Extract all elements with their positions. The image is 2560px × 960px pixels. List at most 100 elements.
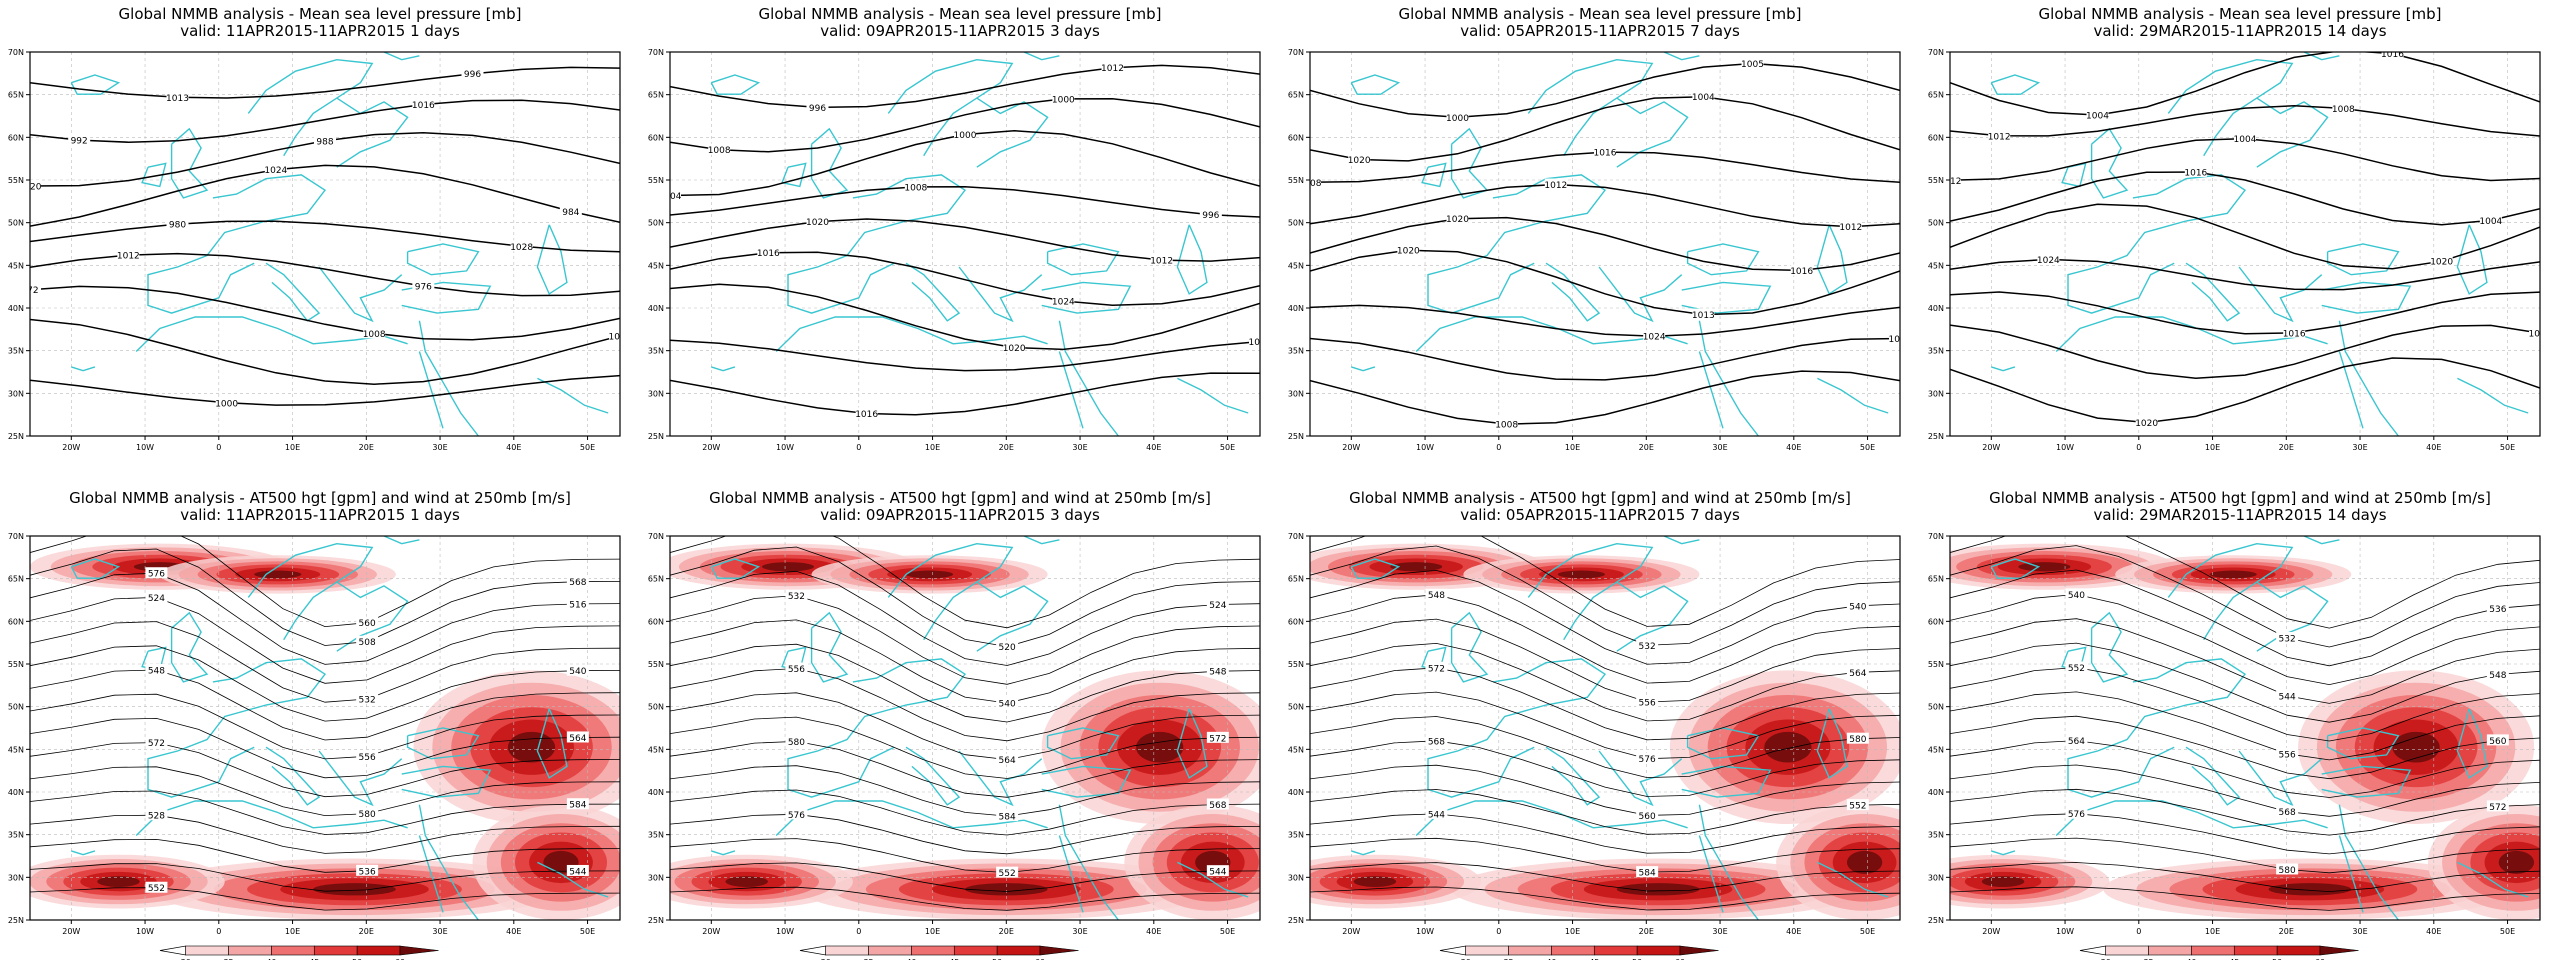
lat-tick-label: 70N xyxy=(8,48,24,57)
map-panel-3: 1000 1004 1008 1012 1016 1020 1024 1012 1008 1005… xyxy=(1288,48,1901,452)
coastline xyxy=(318,266,403,323)
contour-line xyxy=(670,98,1260,153)
coastline xyxy=(1598,266,1683,323)
lat-tick-label: 40N xyxy=(1928,788,1944,797)
lat-tick-label: 70N xyxy=(648,532,664,541)
colorbar-segment xyxy=(2233,945,2278,956)
coastline xyxy=(1450,611,1489,683)
coastline xyxy=(1351,850,1376,856)
wind-speed-shade xyxy=(965,883,1048,896)
contour-line xyxy=(670,619,1260,704)
wind-speed-shade xyxy=(1136,731,1184,763)
contour-label: 580 xyxy=(1849,735,1866,745)
lat-tick-label: 30N xyxy=(1928,389,1944,398)
lon-tick-label: 0 xyxy=(2136,927,2141,936)
contour-label: 1016 xyxy=(855,410,878,420)
lon-tick-label: 50E xyxy=(580,443,595,452)
contour-label: 976 xyxy=(415,283,432,293)
contour-label-bg xyxy=(1206,798,1229,810)
contour-label-bg xyxy=(1988,129,2011,141)
contour-line xyxy=(30,548,620,646)
contour-label: 984 xyxy=(562,208,579,218)
contour-line xyxy=(1310,370,1900,425)
colorbar-segment xyxy=(2105,945,2149,956)
lon-tick-label: 0 xyxy=(1496,443,1501,452)
lat-tick-label: 60N xyxy=(648,617,664,626)
coastline xyxy=(1058,351,1084,429)
contour-label-bg xyxy=(2479,214,2502,226)
contour-label-bg xyxy=(145,591,168,603)
colorbar-tick-label: 40 xyxy=(2186,958,2196,960)
contour-line xyxy=(670,668,1260,742)
coastline xyxy=(887,58,1014,157)
contour-line xyxy=(670,813,1260,855)
coastline xyxy=(1990,558,2041,579)
panel-title-8: Global NMMB analysis - AT500 hgt [gpm] a… xyxy=(1920,490,2560,524)
map-content: 5285325365405445485525565605645685725765… xyxy=(1950,536,2540,920)
lat-tick-label: 50N xyxy=(648,219,664,228)
contour-label-bg xyxy=(356,864,379,876)
colorbar-max-triangle xyxy=(2319,945,2359,956)
lat-tick-label: 45N xyxy=(1928,261,1944,270)
contour-line xyxy=(1310,813,1900,854)
lat-tick-label: 70N xyxy=(1288,532,1304,541)
coastline xyxy=(170,127,209,199)
contour-label: 564 xyxy=(569,734,586,744)
lon-tick-label: 20E xyxy=(359,443,374,452)
coastline xyxy=(2321,281,2412,314)
contour-line xyxy=(1950,171,2540,226)
lat-tick-label: 55N xyxy=(1288,660,1304,669)
wind-colorbar: 30 35 40 45 50 60 xyxy=(159,945,439,960)
contour-label-bg xyxy=(2065,807,2088,819)
lat-tick-label: 50N xyxy=(8,219,24,228)
contour-label: 1013 xyxy=(166,94,189,104)
panel-title-line: Global NMMB analysis - AT500 hgt [gpm] a… xyxy=(709,489,1211,507)
lat-tick-label: 30N xyxy=(648,389,664,398)
contour-label: 536 xyxy=(2489,605,2506,615)
colorbar-tick-label: 50 xyxy=(992,958,1002,960)
contour-label-bg xyxy=(1446,111,1469,123)
lat-tick-label: 65N xyxy=(1288,575,1304,584)
coastline xyxy=(1991,366,2016,372)
colorbar-segment xyxy=(996,945,1041,956)
lat-tick-label: 45N xyxy=(8,261,24,270)
lon-tick-label: 50E xyxy=(1860,927,1875,936)
contour-line xyxy=(30,164,620,227)
coastline xyxy=(1176,708,1208,779)
coastline xyxy=(536,708,568,779)
contour-label-bg xyxy=(1636,752,1659,764)
contour-label-bg xyxy=(1839,220,1862,232)
lon-tick-label: 20E xyxy=(1639,927,1654,936)
lon-tick-label: 20W xyxy=(702,443,720,452)
lat-tick-label: 45N xyxy=(648,261,664,270)
contour-line xyxy=(1310,862,1900,892)
panel-valid-line: valid: 05APR2015-11APR2015 7 days xyxy=(1460,22,1740,40)
coastline xyxy=(905,262,961,322)
coastline xyxy=(1041,765,1132,798)
lon-tick-label: 30E xyxy=(1712,927,1727,936)
wind-speed-shade xyxy=(313,883,396,896)
contour-label: 524 xyxy=(1209,601,1226,611)
map-panel-1: 1013 1016 1020 1024 1028 1012 1008 1004 1000 996 9… xyxy=(8,48,621,452)
map-frame xyxy=(1949,51,2541,437)
panel-title-line: Global NMMB analysis - Mean sea level pr… xyxy=(758,5,1162,23)
lon-tick-label: 50E xyxy=(1220,443,1235,452)
contour-label-bg xyxy=(566,798,589,810)
colorbar-segment xyxy=(2191,945,2235,956)
contour-label: 996 xyxy=(1202,211,1219,221)
coastline xyxy=(958,266,1043,323)
wind-speed-shade xyxy=(762,562,814,572)
coastline xyxy=(1023,536,1060,545)
coastline xyxy=(170,611,209,683)
contour-label: 568 xyxy=(1209,801,1226,811)
lat-tick-label: 55N xyxy=(1928,176,1944,185)
coastline xyxy=(1990,74,2041,95)
wind-speed-shade xyxy=(2018,562,2071,572)
panel-title-line: Global NMMB analysis - Mean sea level pr… xyxy=(1398,5,1802,23)
lat-tick-label: 65N xyxy=(1288,91,1304,100)
contour-label: 544 xyxy=(1209,868,1226,878)
contour-label-bg xyxy=(2037,253,2060,265)
contour-line xyxy=(1310,618,1900,703)
contour-label-bg xyxy=(1741,57,1764,69)
contour-line xyxy=(1310,691,1900,760)
